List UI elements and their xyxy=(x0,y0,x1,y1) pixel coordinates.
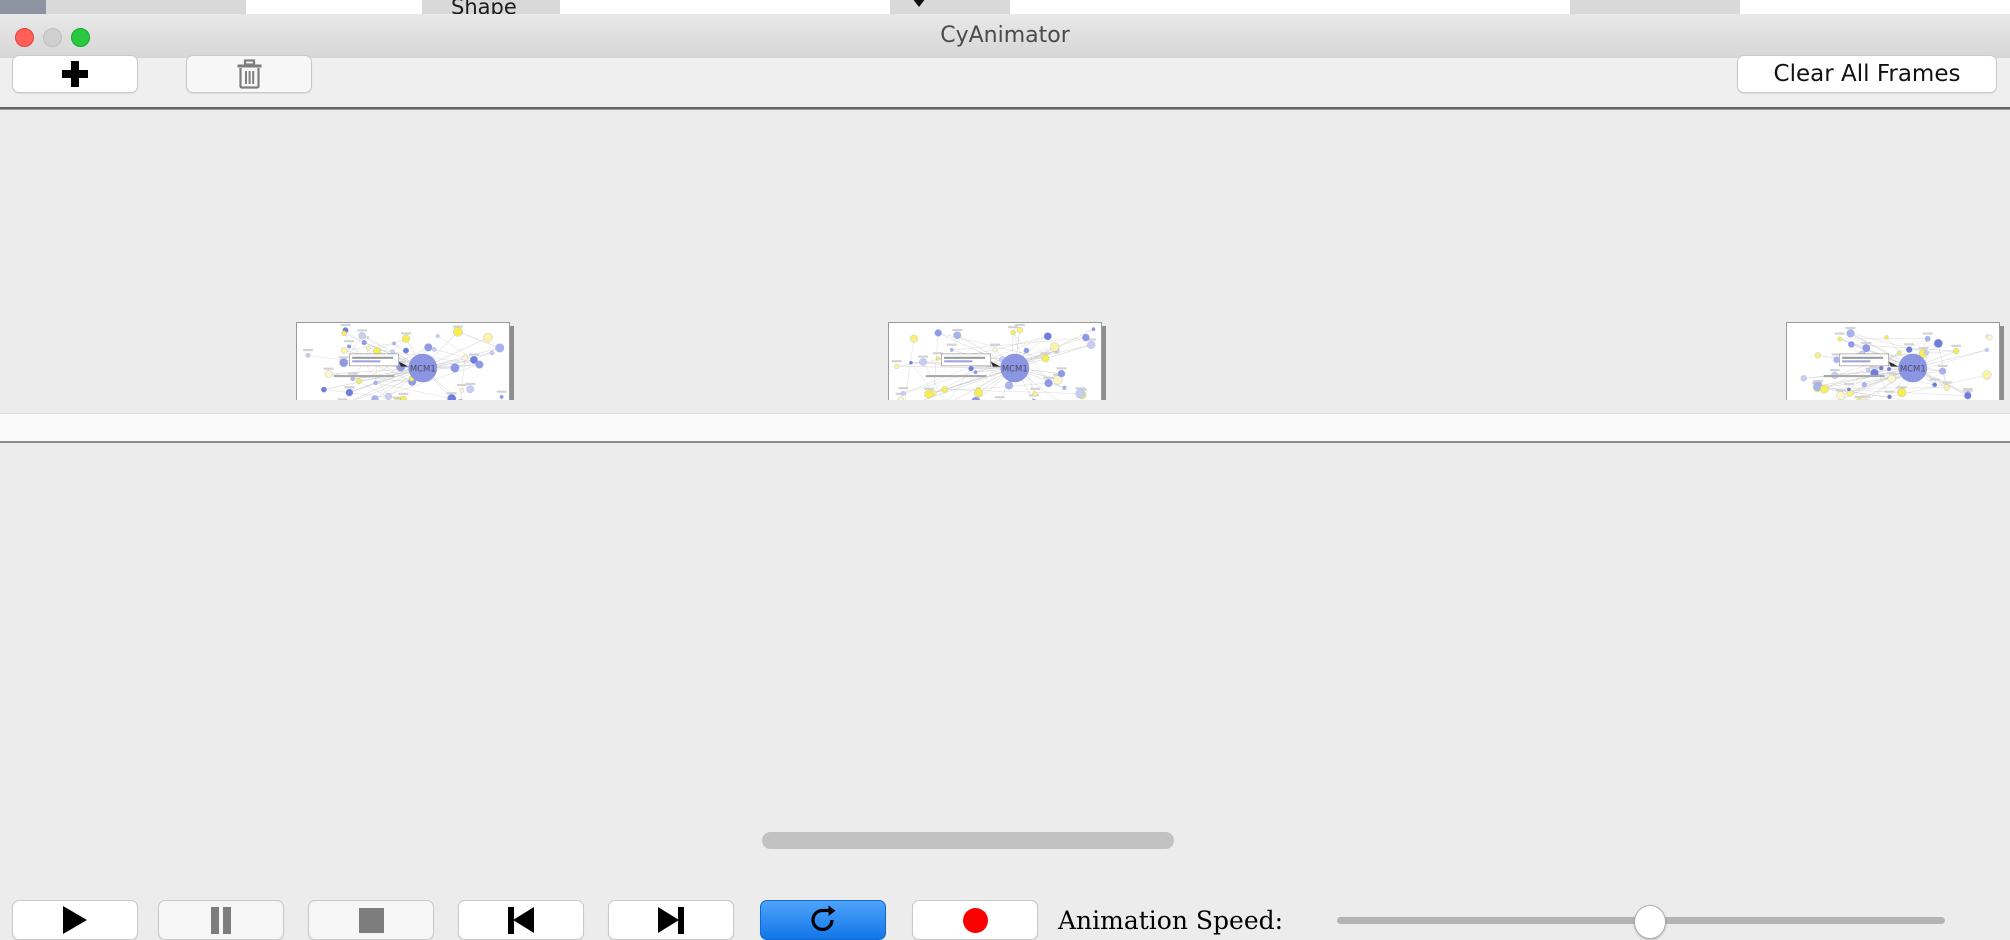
add-frame-button[interactable] xyxy=(12,55,138,93)
frame-thumbnail[interactable]: MCM1 xyxy=(296,322,510,400)
plus-icon xyxy=(62,61,88,87)
clear-all-frames-label: Clear All Frames xyxy=(1774,61,1961,87)
frame-thumbnail[interactable]: MCM1 xyxy=(1786,322,2000,400)
pause-icon xyxy=(210,907,232,934)
horizontal-scrollbar-track[interactable] xyxy=(0,413,2010,442)
record-button[interactable] xyxy=(912,900,1038,940)
animation-speed-label: Animation Speed: xyxy=(1058,906,1283,935)
delete-frame-button[interactable] xyxy=(186,55,312,93)
stop-icon xyxy=(359,908,384,933)
background-window-strip: Shape xyxy=(0,0,2010,14)
pause-button[interactable] xyxy=(158,900,284,940)
playback-control-bar: Animation Speed: xyxy=(0,443,2010,510)
cyanimator-window: Shape CyAnimator Clear All Frames MCM1 MC… xyxy=(0,0,2010,510)
play-button[interactable] xyxy=(12,900,138,940)
svg-text:MCM1: MCM1 xyxy=(410,364,436,374)
stop-button[interactable] xyxy=(308,900,434,940)
frame-thumbnail[interactable]: MCM1 xyxy=(888,322,1102,400)
previous-frame-button[interactable] xyxy=(458,900,584,940)
loop-button[interactable] xyxy=(760,900,886,940)
record-icon xyxy=(963,908,988,933)
loop-icon xyxy=(808,905,838,935)
title-bar: CyAnimator xyxy=(0,14,2010,59)
animation-speed-slider-thumb[interactable] xyxy=(1634,905,1666,939)
background-window-title: Shape xyxy=(451,0,517,14)
clear-all-frames-button[interactable]: Clear All Frames xyxy=(1737,55,1997,93)
play-icon xyxy=(63,906,87,934)
next-frame-button[interactable] xyxy=(608,900,734,940)
horizontal-scrollbar-thumb[interactable] xyxy=(762,832,1174,849)
skip-forward-icon xyxy=(658,907,684,934)
svg-text:MCM1: MCM1 xyxy=(1002,364,1028,374)
window-title: CyAnimator xyxy=(0,14,2010,58)
skip-back-icon xyxy=(508,907,534,934)
trash-icon xyxy=(236,59,263,89)
svg-text:MCM1: MCM1 xyxy=(1900,364,1926,374)
